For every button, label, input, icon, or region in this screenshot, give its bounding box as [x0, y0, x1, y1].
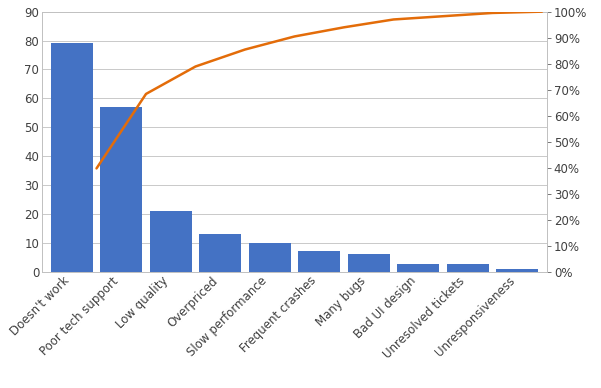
Bar — [199, 234, 241, 272]
Bar — [100, 107, 142, 272]
Bar — [447, 264, 489, 272]
Bar — [249, 243, 291, 272]
Bar — [150, 211, 192, 272]
Bar — [397, 264, 439, 272]
Bar — [298, 251, 340, 272]
Bar — [50, 43, 93, 272]
Bar — [496, 269, 538, 272]
Bar — [348, 254, 390, 272]
